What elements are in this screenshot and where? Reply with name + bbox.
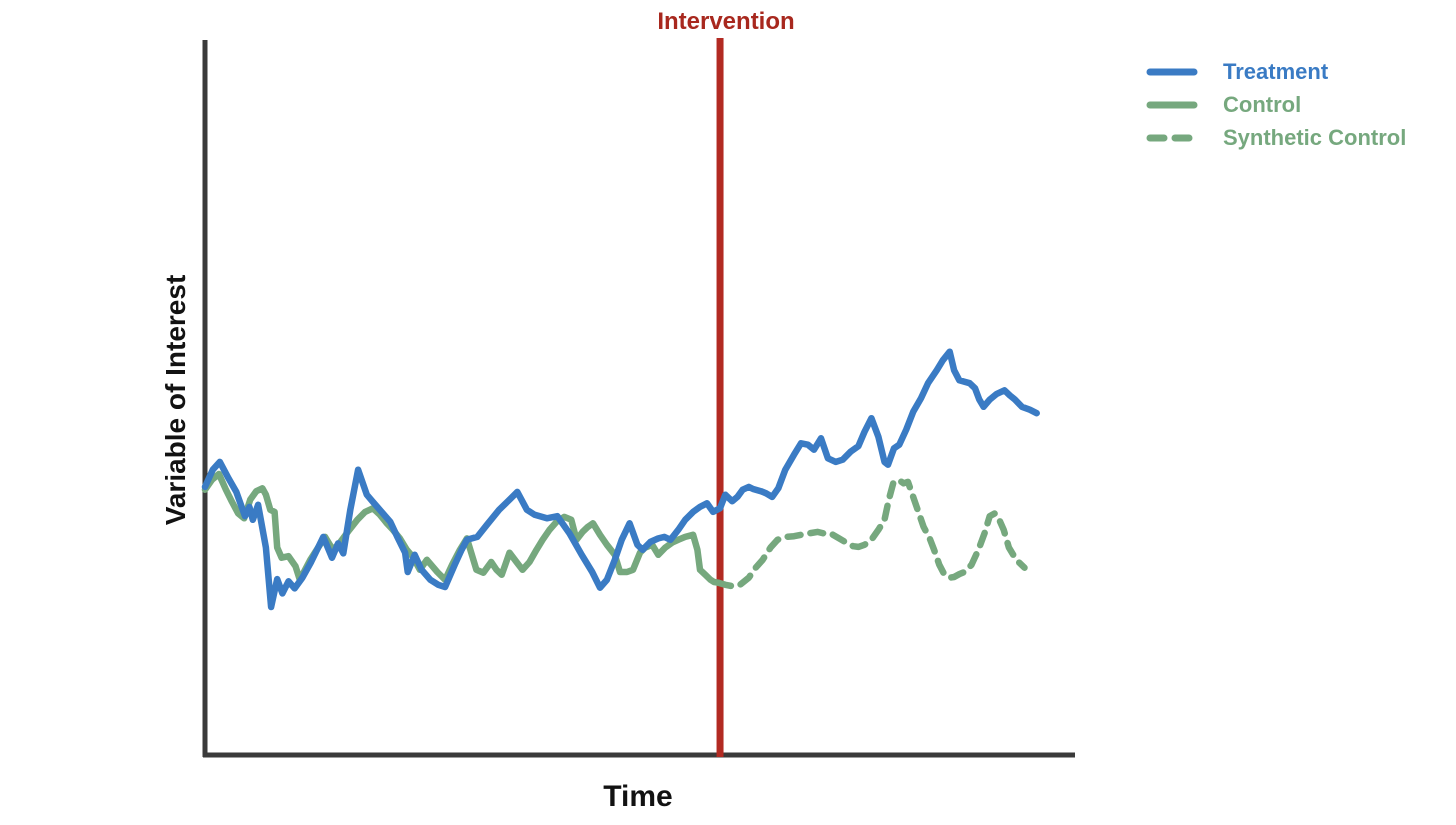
synthetic-control-line-swatch-icon [1146,134,1198,142]
legend: Treatment Control Synthetic Control [1146,60,1406,150]
control-line [201,470,722,586]
legend-label-synthetic-control: Synthetic Control [1223,125,1407,150]
y-axis-label: Variable of Interest [160,274,191,526]
legend-item-control: Control [1146,93,1406,117]
treatment-line-swatch-icon [1146,68,1198,76]
legend-label-control: Control [1223,92,1302,117]
legend-label-treatment: Treatment [1223,59,1329,84]
x-axis-label: Time [603,780,673,813]
legend-item-treatment: Treatment [1146,60,1406,84]
control-line-swatch-icon [1146,101,1198,109]
synthetic-control-line [715,476,1028,590]
legend-item-synthetic-control: Synthetic Control [1146,126,1406,150]
intervention-label: Intervention [657,8,795,35]
treatment-line [201,348,1040,611]
